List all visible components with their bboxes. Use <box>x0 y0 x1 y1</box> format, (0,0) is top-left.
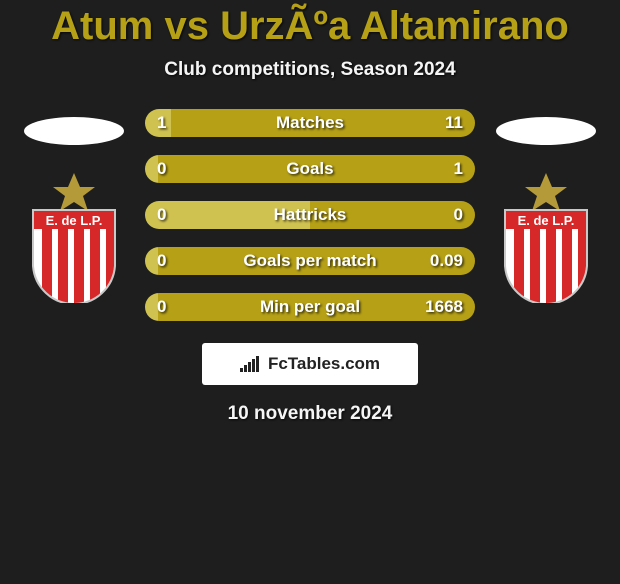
stat-label: Goals <box>286 159 333 179</box>
subtitle: Club competitions, Season 2024 <box>8 59 612 81</box>
page-title: Atum vs UrzÃºa Altamirano <box>8 4 612 49</box>
stat-label: Hattricks <box>274 205 347 225</box>
stat-right-value: 1 <box>454 159 463 179</box>
comparison-panel: E. de L.P. 111Matches01Goals00Hattricks0… <box>8 109 612 321</box>
player-silhouette-left <box>24 117 124 145</box>
stat-bar: 111Matches <box>145 109 475 137</box>
stat-left-value: 0 <box>157 205 166 225</box>
svg-text:E. de L.P.: E. de L.P. <box>46 213 103 228</box>
stat-bar: 0 0.09 Goals per match <box>145 247 475 275</box>
branding-text: FcTables.com <box>268 354 380 374</box>
stat-left-value: 0 <box>157 297 166 317</box>
right-side: E. de L.P. <box>491 109 601 303</box>
bars-icon <box>240 356 262 372</box>
stat-right-value: 11 <box>445 113 463 133</box>
stat-right-value: 1668 <box>425 297 463 317</box>
stat-bar: 0 1 Goals <box>145 155 475 183</box>
stat-label: Matches <box>276 113 344 133</box>
stat-left-value: 1 <box>157 113 166 133</box>
stat-left-value: 0 <box>157 159 166 179</box>
stat-label: Min per goal <box>260 297 360 317</box>
player-silhouette-right <box>496 117 596 145</box>
date-text: 10 november 2024 <box>8 403 612 425</box>
svg-text:E. de L.P.: E. de L.P. <box>518 213 575 228</box>
stat-bar: 0 1668 Min per goal <box>145 293 475 321</box>
team-crest-left: E. de L.P. <box>24 173 124 303</box>
stat-bars: 111Matches01Goals00Hattricks00.09Goals p… <box>145 109 475 321</box>
stat-right-value: 0 <box>454 205 463 225</box>
team-crest-right: E. de L.P. <box>496 173 596 303</box>
stat-left-value: 0 <box>157 251 166 271</box>
branding-badge: FcTables.com <box>202 343 418 385</box>
stat-bar: 0 0 Hattricks <box>145 201 475 229</box>
stat-right-value: 0.09 <box>430 251 463 271</box>
stat-label: Goals per match <box>243 251 376 271</box>
left-side: E. de L.P. <box>19 109 129 303</box>
